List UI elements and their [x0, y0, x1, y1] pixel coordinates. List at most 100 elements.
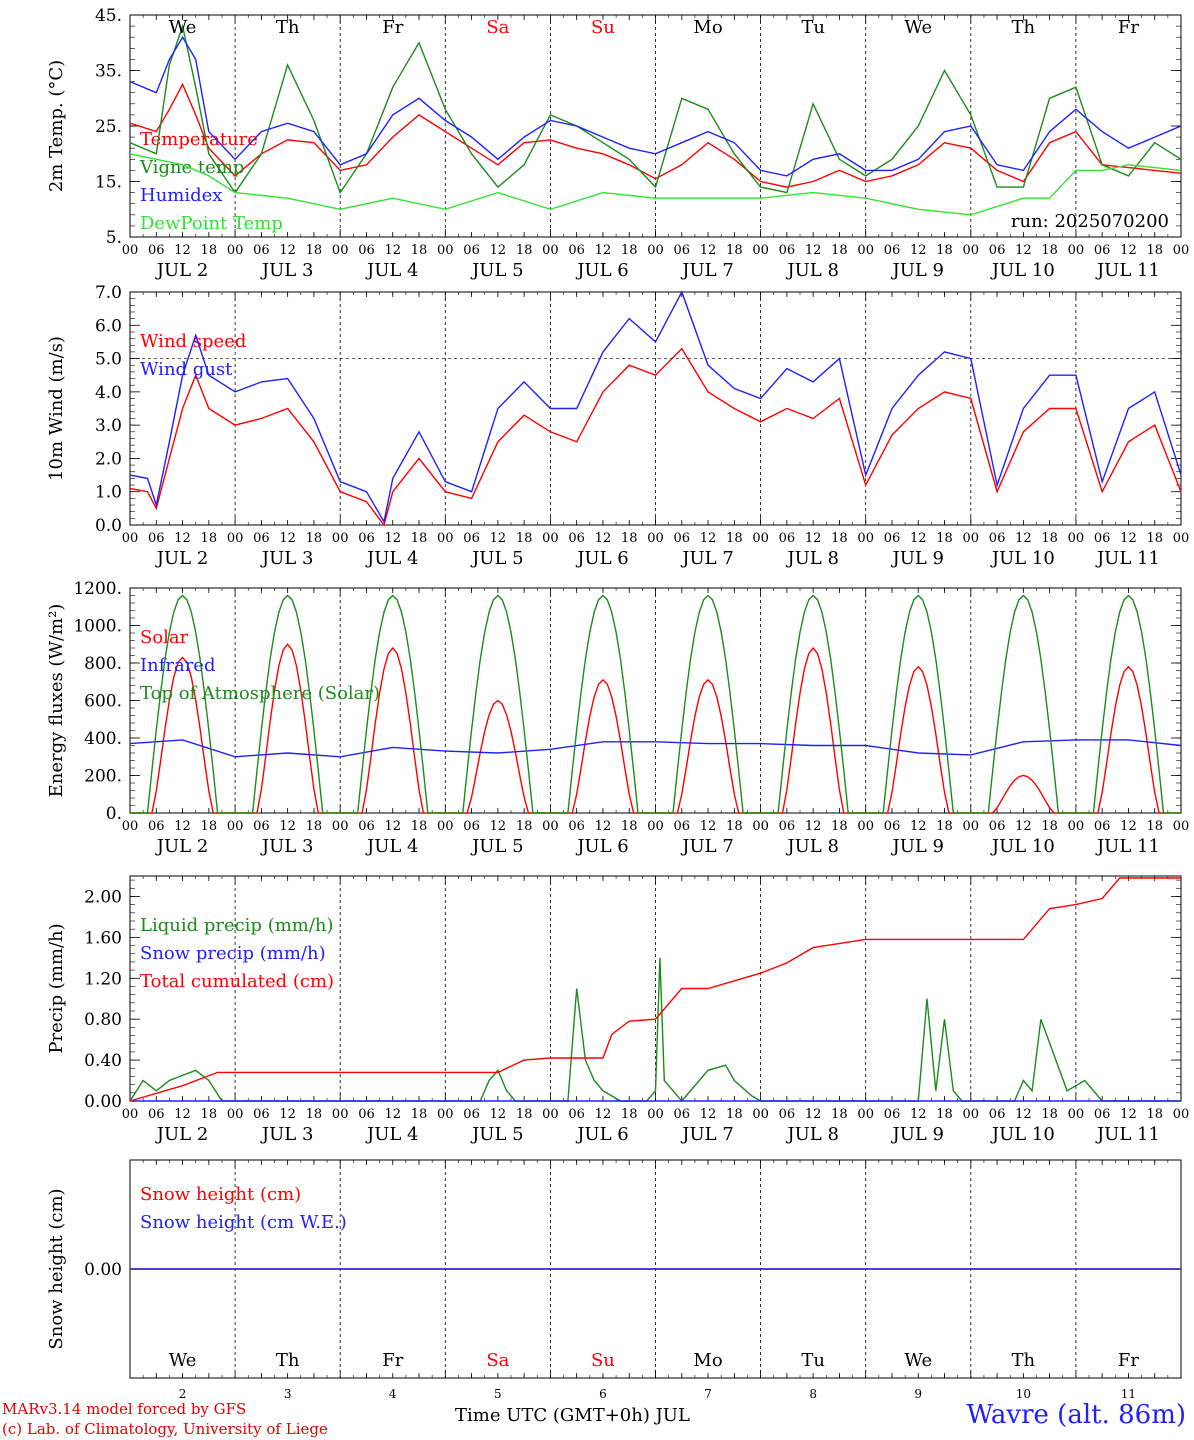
hour-tick-label: 12 [700, 1107, 717, 1122]
date-label: JUL 6 [575, 260, 629, 281]
series-line-2 [129, 23, 1182, 195]
hour-tick-label: 06 [779, 531, 796, 546]
station-label: Wavre (alt. 86m) [966, 1400, 1186, 1430]
hour-tick-label: 06 [568, 531, 585, 546]
date-label: JUL 7 [680, 260, 734, 281]
hour-tick-label: 00 [227, 531, 244, 546]
hour-tick-label: 18 [621, 531, 638, 546]
weekday-label: Th [1012, 17, 1036, 38]
hour-tick-label: 18 [726, 1107, 743, 1122]
weekday-label: Sa [486, 1350, 509, 1371]
date-label: JUL 6 [575, 836, 629, 857]
hour-tick-label: 00 [963, 243, 980, 258]
hour-tick-label: 00 [963, 531, 980, 546]
day-number-label: 6 [599, 1387, 607, 1401]
hour-tick-label: 18 [831, 243, 848, 258]
hour-tick-label: 06 [674, 819, 691, 834]
weekday-label: Sa [486, 17, 509, 38]
hour-tick-label: 18 [1041, 243, 1058, 258]
y-tick-label: 400. [84, 729, 122, 749]
date-label: JUL 11 [1095, 548, 1160, 569]
weekday-label: Fr [382, 17, 403, 38]
hour-tick-label: 00 [857, 1107, 874, 1122]
hour-tick-label: 18 [726, 819, 743, 834]
date-label: JUL 4 [365, 836, 419, 857]
hour-tick-label: 06 [148, 243, 165, 258]
weekday-label: Fr [382, 1350, 403, 1371]
hour-tick-label: 12 [279, 243, 296, 258]
day-number-label: 2 [179, 1387, 187, 1401]
hour-tick-label: 06 [148, 531, 165, 546]
hour-tick-label: 00 [1068, 819, 1085, 834]
hour-tick-label: 00 [1068, 531, 1085, 546]
run-annotation: run: 2025070200 [1011, 211, 1169, 232]
weekday-label: Mo [693, 1350, 722, 1371]
hour-tick-label: 12 [1015, 819, 1032, 834]
hour-tick-label: 00 [332, 1107, 349, 1122]
hour-tick-label: 00 [857, 531, 874, 546]
hour-tick-label: 00 [647, 1107, 664, 1122]
hour-tick-label: 00 [1173, 243, 1190, 258]
hour-tick-label: 00 [752, 1107, 769, 1122]
hour-tick-label: 12 [595, 1107, 612, 1122]
hour-tick-label: 00 [437, 1107, 454, 1122]
hour-tick-label: 18 [621, 819, 638, 834]
day-number-label: 3 [284, 1387, 292, 1401]
hour-tick-label: 18 [726, 243, 743, 258]
hour-tick-label: 12 [700, 243, 717, 258]
date-label: JUL 10 [990, 260, 1055, 281]
legend-entry: Total cumulated (cm) [140, 971, 334, 992]
hour-tick-label: 18 [516, 531, 533, 546]
date-label: JUL 9 [890, 1124, 944, 1145]
date-label: JUL 3 [260, 260, 314, 281]
hour-tick-label: 12 [910, 819, 927, 834]
hour-tick-label: 12 [174, 243, 191, 258]
hour-tick-label: 18 [1041, 531, 1058, 546]
hour-tick-label: 00 [752, 243, 769, 258]
date-label: JUL 10 [990, 548, 1055, 569]
y-tick-label: 15. [95, 173, 122, 193]
hour-tick-label: 12 [1015, 531, 1032, 546]
date-label: JUL 11 [1095, 1124, 1160, 1145]
series-line-4 [129, 153, 1182, 216]
hour-tick-label: 00 [1068, 243, 1085, 258]
day-number-label: 7 [704, 1387, 712, 1401]
hour-tick-label: 06 [1094, 819, 1111, 834]
hour-tick-label: 12 [1120, 243, 1137, 258]
date-label: JUL 2 [155, 1124, 209, 1145]
series-line-2 [129, 739, 1182, 758]
hour-tick-label: 18 [831, 819, 848, 834]
hour-tick-label: 18 [831, 531, 848, 546]
legend-entry: Snow height (cm W.E.) [140, 1212, 347, 1233]
date-label: JUL 2 [155, 836, 209, 857]
hour-tick-label: 06 [779, 819, 796, 834]
hour-tick-label: 06 [1094, 1107, 1111, 1122]
hour-tick-label: 18 [411, 531, 428, 546]
hour-tick-label: 00 [122, 1107, 139, 1122]
hour-tick-label: 12 [174, 819, 191, 834]
hour-tick-label: 00 [332, 243, 349, 258]
date-label: JUL 3 [260, 836, 314, 857]
y-tick-label: 0.80 [84, 1010, 122, 1030]
hour-tick-label: 12 [700, 819, 717, 834]
panel-1: 5. 15. 25. 35. 45. 2m Temp. (°C) Temperature Vi… [46, 6, 1189, 281]
hour-tick-label: 12 [595, 243, 612, 258]
hour-tick-label: 12 [805, 1107, 822, 1122]
hour-tick-label: 06 [779, 243, 796, 258]
date-label: JUL 8 [785, 260, 839, 281]
date-label: JUL 5 [470, 260, 524, 281]
hour-tick-label: 18 [201, 243, 218, 258]
y-tick-label: 0. [106, 804, 122, 824]
date-label: JUL 6 [575, 1124, 629, 1145]
hour-tick-label: 18 [306, 1107, 323, 1122]
y-tick-label: 1200. [73, 579, 122, 599]
y-tick-label: 0.00 [84, 1260, 122, 1280]
hour-tick-label: 18 [306, 531, 323, 546]
hour-tick-label: 12 [700, 531, 717, 546]
date-label: JUL 9 [890, 548, 944, 569]
panel-4: 0.00 0.40 0.80 1.20 1.60 2.00 Precip (mm/h) Liq… [46, 875, 1189, 1145]
hour-tick-label: 06 [884, 1107, 901, 1122]
hour-tick-label: 00 [437, 531, 454, 546]
hour-tick-label: 06 [463, 243, 480, 258]
date-label: JUL 11 [1095, 836, 1160, 857]
